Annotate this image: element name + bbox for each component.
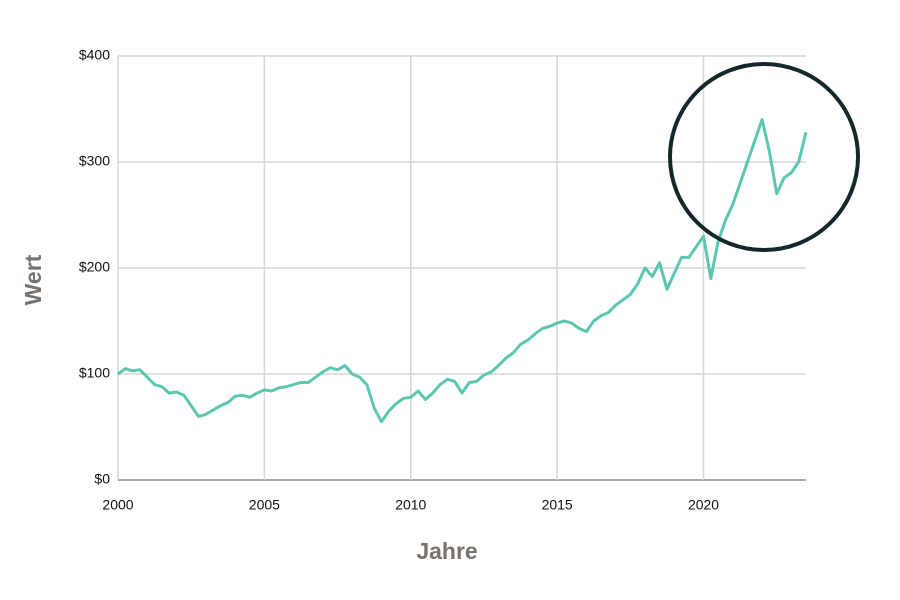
- x-tick-label: 2010: [395, 497, 426, 513]
- y-tick-label: $0: [94, 471, 110, 487]
- x-tick-label: 2000: [102, 497, 133, 513]
- x-axis-title: Jahre: [416, 538, 477, 564]
- y-tick-label: $100: [79, 365, 110, 381]
- y-tick-label: $400: [79, 47, 110, 63]
- y-tick-label: $200: [79, 259, 110, 275]
- line: [117, 118, 808, 424]
- y-tick-label: $300: [79, 153, 110, 169]
- highlight-circle: [668, 62, 860, 252]
- x-tick-label: 2015: [542, 497, 573, 513]
- x-tick-label: 2005: [249, 497, 280, 513]
- y-axis-title: Wert: [20, 254, 46, 305]
- x-tick-label: 2020: [688, 497, 719, 513]
